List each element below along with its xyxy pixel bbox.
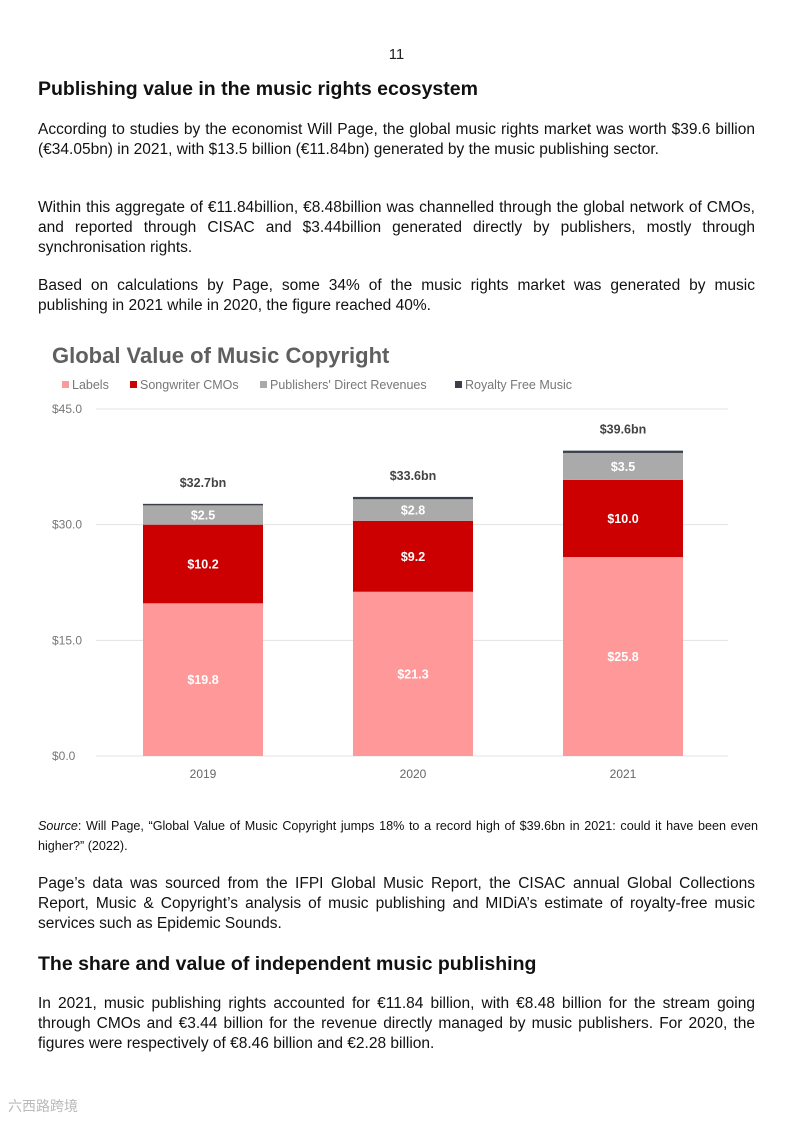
chart-title: Global Value of Music Copyright — [52, 343, 390, 368]
section-heading-independent-publishing: The share and value of independent music… — [38, 953, 537, 975]
bar-2021-series-1 — [563, 479, 683, 558]
chart-svg: Global Value of Music Copyright Labels Son… — [52, 343, 728, 781]
x-tick-label-2019: 2019 — [190, 767, 217, 781]
legend-swatch-0 — [62, 381, 69, 388]
data-label-2021-series-0: $25.8 — [607, 650, 638, 664]
data-label-2020-series-2: $2.8 — [401, 504, 425, 518]
data-label-2019-series-2: $2.5 — [191, 509, 215, 523]
paragraph-market-value: According to studies by the economist Wi… — [38, 121, 755, 158]
x-tick-label-2021: 2021 — [610, 767, 637, 781]
total-label-2019: $32.7bn — [180, 476, 227, 490]
total-label-2021: $39.6bn — [600, 423, 647, 437]
data-label-2019-series-1: $10.2 — [187, 557, 218, 571]
watermark-logo: 六西路跨境 — [8, 1099, 78, 1115]
legend-swatch-3 — [455, 381, 462, 388]
y-tick-label-0: $0.0 — [52, 749, 76, 763]
legend-label-2: Publishers' Direct Revenues — [270, 378, 427, 392]
legend-swatch-2 — [260, 381, 267, 388]
bar-2019-series-2 — [143, 505, 263, 525]
legend-label-1: Songwriter CMOs — [140, 378, 239, 392]
paragraph-page-calculations: Based on calculations by Page, some 34% … — [38, 277, 755, 314]
bar-2021-series-2 — [563, 452, 683, 480]
bar-2021-series-3 — [563, 450, 683, 453]
total-label-2020: $33.6bn — [390, 469, 437, 483]
bar-2019-series-1 — [143, 524, 263, 604]
y-tick-label-1: $15.0 — [52, 633, 82, 647]
bar-2020-series-1 — [353, 520, 473, 592]
y-tick-label-3: $45.0 — [52, 402, 82, 416]
legend-swatch-1 — [130, 381, 137, 388]
section-heading-publishing-value: Publishing value in the music rights eco… — [38, 78, 478, 100]
data-label-2021-series-1: $10.0 — [607, 512, 638, 526]
y-tick-label-2: $30.0 — [52, 518, 82, 532]
paragraph-2021-figures: In 2021, music publishing rights account… — [38, 995, 755, 1052]
data-label-2021-series-2: $3.5 — [611, 460, 635, 474]
data-label-2019-series-0: $19.8 — [187, 673, 218, 687]
source-text: : Will Page, “Global Value of Music Copy… — [38, 819, 758, 853]
paragraph-data-sources: Page’s data was sourced from the IFPI Gl… — [38, 875, 755, 932]
legend-label-0: Labels — [72, 378, 109, 392]
bar-2019-series-3 — [143, 503, 263, 506]
bar-2020-series-0 — [353, 591, 473, 756]
x-tick-label-2020: 2020 — [400, 767, 427, 781]
chart-global-value-music-copyright: Global Value of Music Copyright Labels Son… — [38, 332, 755, 802]
source-label: Source — [38, 819, 78, 833]
legend-label-3: Royalty Free Music — [465, 378, 572, 392]
chart-source-note: Source: Will Page, “Global Value of Musi… — [38, 816, 758, 856]
page-number: 11 — [388, 46, 405, 63]
data-label-2020-series-1: $9.2 — [401, 550, 425, 564]
data-label-2020-series-0: $21.3 — [397, 667, 428, 681]
paragraph-aggregate: Within this aggregate of €11.84billion, … — [38, 199, 755, 256]
bar-2020-series-3 — [353, 496, 473, 500]
bar-2021-series-0 — [563, 557, 683, 756]
bar-2020-series-2 — [353, 499, 473, 521]
bar-2019-series-0 — [143, 603, 263, 756]
